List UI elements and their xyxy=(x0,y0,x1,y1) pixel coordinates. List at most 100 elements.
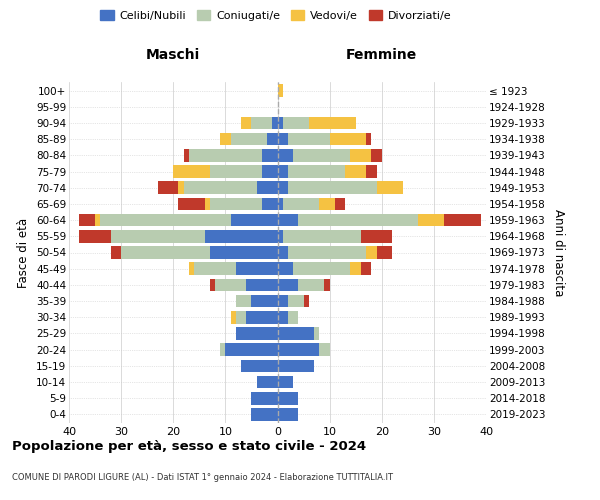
Bar xyxy=(210,198,262,210)
Bar xyxy=(325,278,329,291)
Text: COMUNE DI PARODI LIGURE (AL) - Dati ISTAT 1° gennaio 2024 - Elaborazione TUTTITA: COMUNE DI PARODI LIGURE (AL) - Dati ISTA… xyxy=(12,473,393,482)
Bar xyxy=(277,360,314,372)
Bar xyxy=(277,149,293,162)
Bar xyxy=(215,278,246,291)
Bar xyxy=(377,246,392,259)
Bar xyxy=(272,116,277,130)
Bar xyxy=(277,198,283,210)
Bar xyxy=(345,165,366,178)
Bar xyxy=(371,149,382,162)
Bar xyxy=(178,182,184,194)
Bar xyxy=(241,360,277,372)
Bar xyxy=(241,116,251,130)
Bar xyxy=(293,149,350,162)
Bar xyxy=(277,214,298,226)
Bar xyxy=(298,278,325,291)
Bar xyxy=(277,182,288,194)
Bar xyxy=(257,376,277,388)
Text: Femmine: Femmine xyxy=(346,48,418,62)
Bar xyxy=(95,214,100,226)
Bar xyxy=(246,278,277,291)
Bar xyxy=(189,262,194,275)
Text: Popolazione per età, sesso e stato civile - 2024: Popolazione per età, sesso e stato civil… xyxy=(12,440,366,453)
Bar xyxy=(189,149,262,162)
Bar xyxy=(230,214,277,226)
Bar xyxy=(277,295,288,308)
Bar xyxy=(309,116,356,130)
Bar xyxy=(236,327,277,340)
Bar xyxy=(361,230,392,242)
Bar xyxy=(79,214,95,226)
Bar xyxy=(277,262,293,275)
Bar xyxy=(178,198,205,210)
Bar xyxy=(111,230,205,242)
Bar xyxy=(366,133,371,145)
Bar xyxy=(288,165,345,178)
Bar xyxy=(262,149,277,162)
Bar xyxy=(194,262,236,275)
Bar xyxy=(184,149,189,162)
Bar xyxy=(111,246,121,259)
Bar xyxy=(377,182,403,194)
Bar xyxy=(236,311,246,324)
Bar xyxy=(444,214,481,226)
Bar xyxy=(288,295,304,308)
Bar xyxy=(329,133,366,145)
Bar xyxy=(251,295,277,308)
Bar xyxy=(277,376,293,388)
Bar xyxy=(257,182,277,194)
Bar xyxy=(79,230,111,242)
Bar xyxy=(267,133,277,145)
Bar xyxy=(184,182,257,194)
Bar xyxy=(283,230,361,242)
Bar xyxy=(210,278,215,291)
Bar xyxy=(350,149,371,162)
Bar xyxy=(100,214,230,226)
Bar xyxy=(277,165,288,178)
Bar xyxy=(298,214,418,226)
Bar xyxy=(418,214,444,226)
Bar xyxy=(277,246,288,259)
Bar xyxy=(173,165,210,178)
Bar xyxy=(277,311,288,324)
Bar xyxy=(277,278,298,291)
Bar xyxy=(210,165,262,178)
Bar xyxy=(121,246,210,259)
Bar xyxy=(220,344,226,356)
Bar xyxy=(319,198,335,210)
Bar xyxy=(304,295,309,308)
Bar xyxy=(251,392,277,404)
Bar xyxy=(288,311,298,324)
Text: Maschi: Maschi xyxy=(146,48,200,62)
Bar xyxy=(230,311,236,324)
Bar xyxy=(230,133,267,145)
Bar xyxy=(288,246,366,259)
Bar xyxy=(262,198,277,210)
Legend: Celibi/Nubili, Coniugati/e, Vedovi/e, Divorziati/e: Celibi/Nubili, Coniugati/e, Vedovi/e, Di… xyxy=(96,6,456,25)
Bar xyxy=(251,116,272,130)
Bar xyxy=(277,230,283,242)
Bar xyxy=(158,182,178,194)
Bar xyxy=(283,116,309,130)
Bar xyxy=(277,344,319,356)
Bar xyxy=(277,116,283,130)
Bar xyxy=(226,344,277,356)
Bar xyxy=(205,198,210,210)
Bar xyxy=(283,198,319,210)
Bar xyxy=(246,311,277,324)
Bar xyxy=(293,262,350,275)
Bar xyxy=(288,133,329,145)
Bar xyxy=(366,246,377,259)
Bar xyxy=(277,327,314,340)
Bar xyxy=(361,262,371,275)
Bar xyxy=(236,262,277,275)
Bar xyxy=(335,198,345,210)
Bar xyxy=(277,84,283,97)
Bar xyxy=(288,182,377,194)
Bar xyxy=(210,246,277,259)
Bar xyxy=(205,230,277,242)
Bar xyxy=(236,295,251,308)
Bar xyxy=(251,408,277,420)
Bar xyxy=(277,133,288,145)
Bar xyxy=(262,165,277,178)
